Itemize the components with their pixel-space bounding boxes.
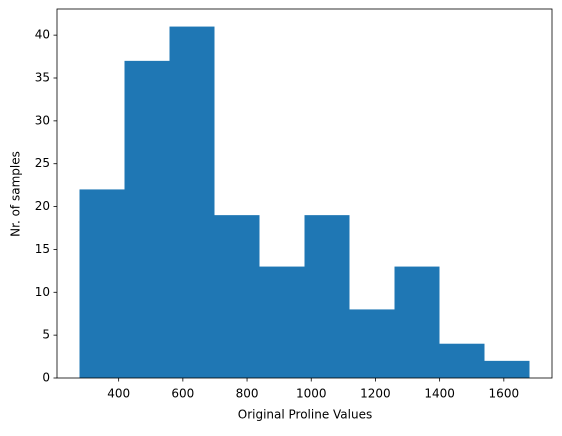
x-tick-label: 1000 (296, 387, 327, 401)
bar (169, 26, 215, 378)
x-tick-label: 1600 (489, 387, 520, 401)
x-tick-label: 400 (107, 387, 130, 401)
y-tick-label: 40 (35, 28, 50, 42)
bar (79, 189, 125, 378)
y-tick-label: 0 (42, 371, 50, 385)
x-tick-label: 1400 (424, 387, 455, 401)
y-tick-label: 30 (35, 113, 50, 127)
y-tick-label: 35 (35, 71, 50, 85)
bar (124, 60, 170, 378)
x-tick-label: 1200 (360, 387, 391, 401)
x-tick-label: 600 (171, 387, 194, 401)
bar (304, 215, 350, 378)
y-axis-label: Nr. of samples (9, 151, 23, 237)
x-tick-label: 800 (236, 387, 259, 401)
bar (349, 309, 395, 378)
bar (259, 266, 305, 378)
x-axis-label: Original Proline Values (238, 408, 372, 422)
y-tick-label: 10 (35, 285, 50, 299)
bar (439, 343, 485, 378)
y-tick-label: 15 (35, 242, 50, 256)
y-tick-label: 25 (35, 156, 50, 170)
bar (214, 215, 260, 378)
plot-frame (56, 8, 553, 379)
y-tick-label: 20 (35, 199, 50, 213)
y-tick-label: 5 (42, 328, 50, 342)
bar (394, 266, 440, 378)
bar (484, 360, 530, 378)
